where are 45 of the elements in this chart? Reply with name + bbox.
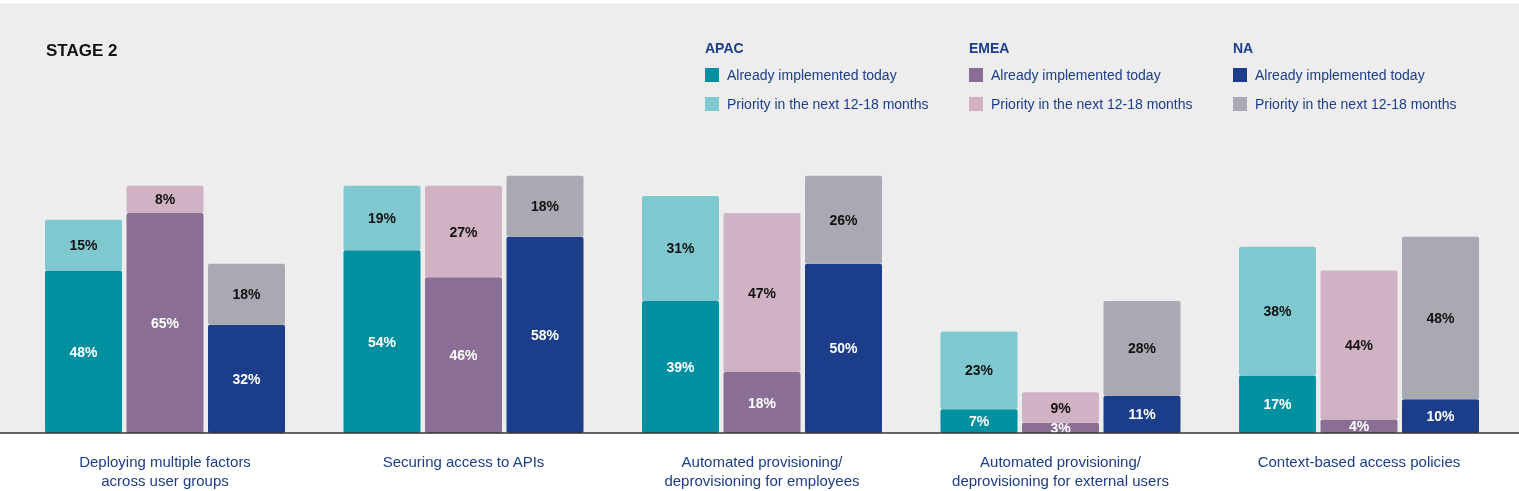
x-tick-label: Context-based access policies <box>1257 453 1461 470</box>
text: Already implemented today <box>1255 67 1425 83</box>
text: Already implemented today <box>991 67 1161 83</box>
data-label: 26% <box>829 211 859 228</box>
data-label: 58% <box>530 326 560 343</box>
legend-label: Priority in the next 12-18 months <box>727 96 929 112</box>
data-label: 8% <box>154 191 176 208</box>
data-label: 17% <box>1263 396 1293 413</box>
data-label: 65% <box>150 314 180 331</box>
data-label: 4% <box>1348 418 1370 435</box>
data-label: 54% <box>367 333 397 350</box>
data-label: 28% <box>1127 340 1157 357</box>
data-label: 31% <box>666 240 696 257</box>
legend-label: Already implemented today <box>727 67 897 83</box>
data-label: 3% <box>1050 419 1072 436</box>
data-label: 50% <box>829 340 859 357</box>
data-label: 39% <box>666 358 696 375</box>
data-label: 11% <box>1128 406 1157 423</box>
text: Priority in the next 12-18 months <box>1255 96 1457 112</box>
data-label: 32% <box>232 370 262 387</box>
data-label: 19% <box>367 210 397 227</box>
text: NA <box>1233 40 1254 56</box>
data-label: 18% <box>232 286 262 303</box>
data-label: 46% <box>449 347 479 364</box>
data-label: 47% <box>747 284 777 301</box>
data-label: 15% <box>69 237 99 254</box>
data-label: 18% <box>747 394 777 411</box>
data-label: 27% <box>449 223 479 240</box>
x-tick-label: Deploying multiple factors across user groups <box>79 453 251 489</box>
text: Priority in the next 12-18 months <box>991 96 1193 112</box>
text: APAC <box>705 40 744 56</box>
data-label: 9% <box>1050 399 1072 416</box>
x-tick-label: Securing access to APIs <box>382 453 545 470</box>
x-tick-label: Automated provisioning/ deprovisioning for external users <box>952 453 1169 489</box>
data-label: 23% <box>964 362 994 379</box>
data-label: 48% <box>69 343 99 360</box>
x-tick-label: Automated provisioning/ deprovisioning for employees <box>664 453 860 489</box>
data-label: 38% <box>1263 303 1293 320</box>
data-label: 44% <box>1344 336 1374 353</box>
chart-title: STAGE 2 <box>46 41 118 60</box>
text: EMEA <box>969 40 1010 56</box>
data-label: 18% <box>530 198 560 215</box>
data-label: 10% <box>1426 408 1456 425</box>
data-label: 48% <box>1426 309 1456 326</box>
data-label: 7% <box>968 413 990 430</box>
